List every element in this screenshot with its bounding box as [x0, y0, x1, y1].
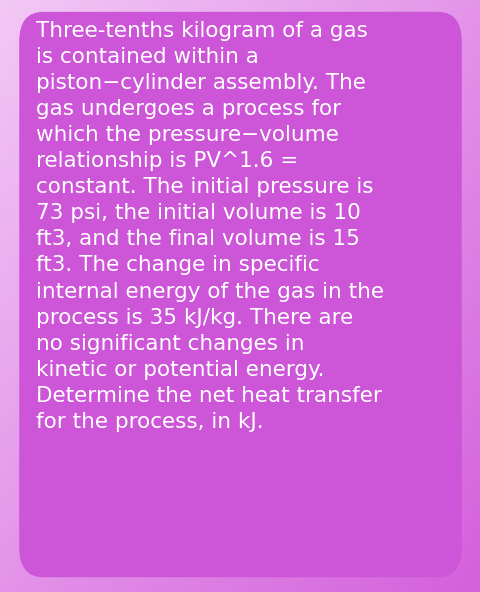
FancyBboxPatch shape	[19, 12, 461, 577]
Text: Three-tenths kilogram of a gas
is contained within a
piston−cylinder assembly. T: Three-tenths kilogram of a gas is contai…	[36, 21, 383, 432]
